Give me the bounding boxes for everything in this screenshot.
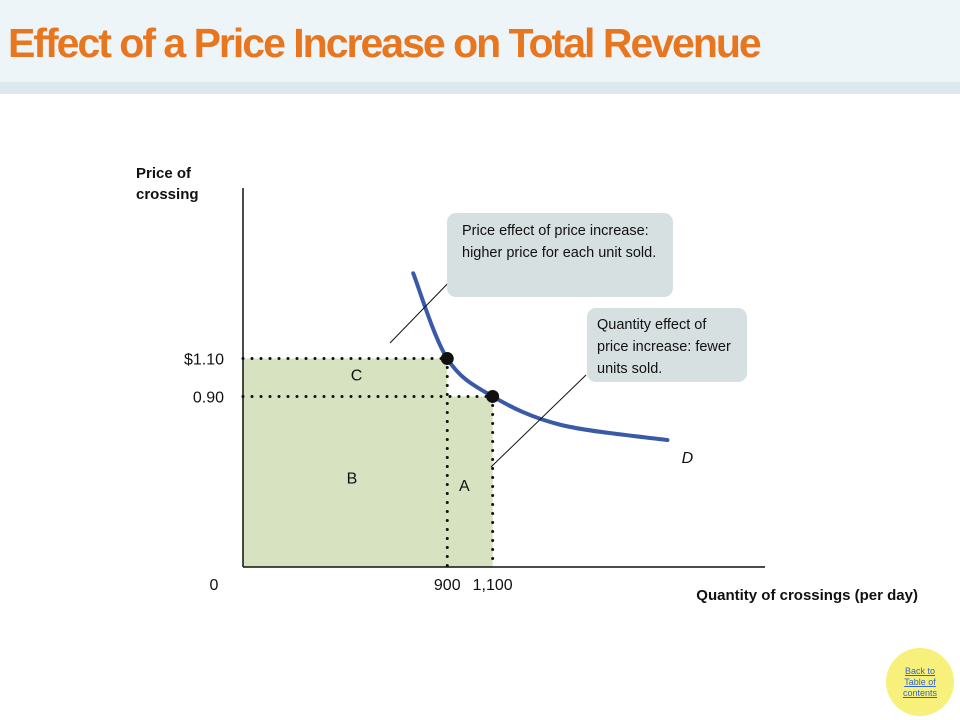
axes-layer — [242, 188, 765, 568]
region-B-area — [243, 396, 448, 567]
y-axis-title-line-2: crossing — [136, 186, 199, 203]
x-tick-label-2: 900 — [434, 577, 461, 594]
price-effect-callout: Price effect of price increase: higher p… — [447, 213, 673, 297]
y-axis-title: Price of crossing — [136, 165, 199, 203]
quantity-effect-leader — [490, 374, 587, 468]
y-axis-title-line-1: Price of — [136, 165, 192, 182]
y-tick-label-1: $1.10 — [184, 352, 224, 369]
quantity-effect-callout: Quantity effect of price increase: fewer… — [587, 308, 747, 382]
curve-point-1 — [440, 352, 454, 366]
x-tick-label-1: 0 — [210, 577, 219, 594]
curve-point-2 — [486, 389, 500, 403]
back-to-toc-button[interactable]: Back to Table of contents — [886, 648, 954, 716]
region-C-area — [243, 358, 448, 397]
x-axis-title: Quantity of crossings (per day) — [696, 587, 918, 604]
y-tick-label-2: 0.90 — [193, 389, 224, 406]
price-effect-leader — [389, 275, 456, 344]
x-tick-label-3: 1,100 — [473, 577, 513, 594]
region-B-label: B — [347, 471, 358, 488]
demand-curve-label: D — [682, 450, 694, 467]
region-A-label: A — [459, 478, 470, 495]
header-rule — [0, 82, 960, 94]
quantity-effect-text: Quantity effect of price increase: fewer… — [597, 317, 731, 377]
guides-layer — [241, 357, 495, 569]
regions-layer: C B A — [243, 358, 493, 567]
ticks-layer: $1.10 0.90 0 900 1,100 — [184, 352, 513, 594]
region-A-area — [447, 396, 493, 567]
slide-title: Effect of a Price Increase on Total Reve… — [8, 20, 762, 66]
region-C-label: C — [351, 367, 363, 384]
back-to-toc-link[interactable]: Back to Table of contents — [902, 665, 938, 698]
leaders-layer — [389, 275, 587, 468]
header-band — [0, 0, 960, 92]
points-layer — [440, 352, 500, 403]
price-effect-text: Price effect of price increase: higher p… — [462, 223, 657, 261]
